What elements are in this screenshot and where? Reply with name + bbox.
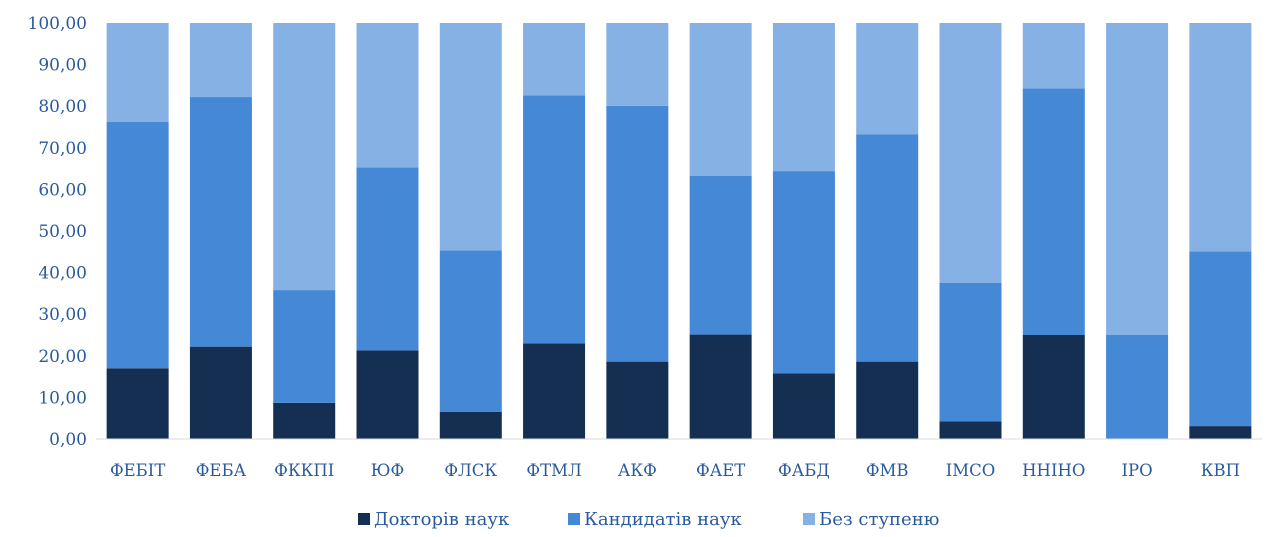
bar-segment-no-degree [772,23,835,172]
y-tick-label: 0,00 [49,430,87,450]
legend: Докторів наук Кандидатів наук Без ступеню [358,509,939,530]
bar-segment-no-degree [189,23,252,98]
y-tick-label: 50,00 [38,222,87,242]
bar-segment-candidates [1106,335,1169,439]
bar-segment-candidates [523,95,586,344]
bar-segment-candidates [939,283,1002,422]
bar-segment-no-degree [106,23,169,123]
bar-segment-no-degree [439,23,502,251]
legend-candidates: Кандидатів наук [568,509,742,530]
y-axis: 0,00 10,00 20,00 30,00 40,00 50,00 60,00 70,00 8… [28,14,87,450]
bar-segment-candidates [689,175,752,335]
bar-segment-doctors [856,361,919,439]
x-tick-label: ФТМЛ [526,461,581,480]
bar-segment-no-degree [939,23,1002,283]
legend-label: Докторів наук [374,509,510,530]
bar-segment-candidates [106,122,169,369]
bar-segment-doctors [356,350,419,439]
bar-segment-doctors [606,361,669,439]
bar-segment-candidates [772,171,835,374]
x-tick-label: ФЕБА [196,461,247,480]
bar-segment-no-degree [1022,23,1085,89]
bar-segment-doctors [523,343,586,439]
y-tick-label: 80,00 [38,97,87,117]
y-tick-label: 60,00 [38,180,87,200]
legend-swatch [568,513,580,525]
legend-label: Кандидатів наук [584,509,742,530]
bar-segment-no-degree [356,23,419,168]
bar-segment-doctors [939,421,1002,439]
x-tick-label: КВП [1201,461,1240,480]
x-tick-label: ЮФ [371,461,404,480]
legend-label: Без ступеню [819,509,939,530]
bar-segment-candidates [856,134,919,362]
bar-segment-doctors [106,368,169,439]
x-tick-label: ФМВ [866,461,909,480]
bar-segment-doctors [189,346,252,439]
y-tick-label: 20,00 [38,347,87,367]
bar-segment-candidates [273,290,336,403]
x-axis: ФЕБІТ ФЕБА ФККПІ ЮФ ФЛСК ФТМЛ АКФ ФАЕТ ФАБД ФМВ ІМ… [110,461,1240,480]
y-tick-label: 30,00 [38,305,87,325]
bar-segment-candidates [1022,88,1085,335]
bar-segment-no-degree [606,23,669,106]
x-tick-label: ФЕБІТ [110,461,165,480]
bar-segment-candidates [189,97,252,347]
y-tick-label: 100,00 [28,14,87,34]
bar-segment-no-degree [856,23,919,135]
bar-segment-candidates [439,250,502,412]
legend-doctors: Докторів наук [358,509,510,530]
y-tick-label: 40,00 [38,264,87,284]
bar-segment-candidates [1189,251,1252,427]
bar-segment-candidates [606,105,669,362]
bars [106,23,1252,439]
bar-segment-no-degree [689,23,752,176]
bar-segment-no-degree [523,23,586,96]
bar-segment-doctors [1189,426,1252,439]
legend-no-degree: Без ступеню [803,509,939,530]
bar-segment-doctors [273,402,336,439]
x-tick-label: ФЛСК [444,461,497,480]
bar-segment-doctors [439,411,502,439]
bar-segment-no-degree [1106,23,1169,335]
bar-segment-no-degree [1189,23,1252,252]
y-tick-label: 10,00 [38,388,87,408]
bar-segment-doctors [1022,335,1085,439]
bar-segment-doctors [772,373,835,439]
bar-segment-candidates [356,167,419,351]
x-tick-label: ННІНО [1022,461,1085,480]
legend-swatch [358,513,370,525]
y-tick-label: 90,00 [38,56,87,76]
bar-segment-doctors [689,334,752,439]
x-tick-label: ІРО [1121,461,1152,480]
x-tick-label: ФАЕТ [696,461,745,480]
x-tick-label: ІМСО [946,461,996,480]
x-tick-label: ФАБД [778,461,830,480]
legend-swatch [803,513,815,525]
bar-segment-no-degree [273,23,336,291]
y-tick-label: 70,00 [38,139,87,159]
x-tick-label: ФККПІ [274,461,334,480]
x-tick-label: АКФ [618,461,657,480]
